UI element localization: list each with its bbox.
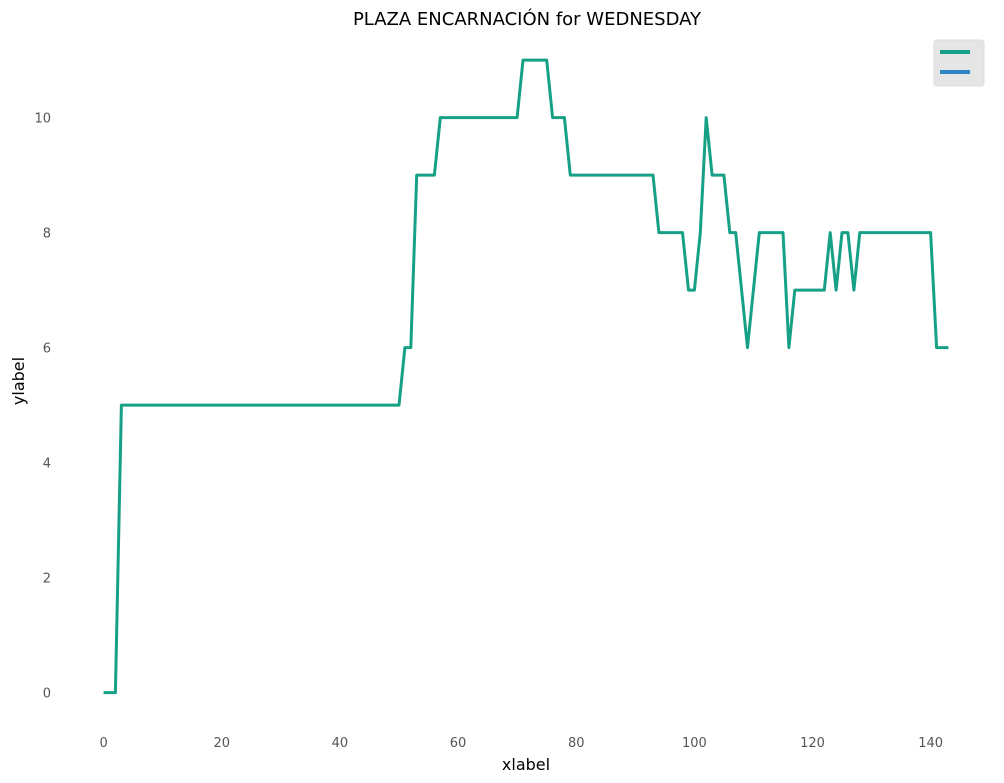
series-line-1 xyxy=(103,58,949,695)
legend xyxy=(933,39,985,87)
y-axis-ticks: 0 2 4 6 8 10 xyxy=(34,112,51,702)
x-axis-label: xlabel xyxy=(502,755,550,774)
y-tick-label: 8 xyxy=(43,227,51,242)
x-tick-label: 120 xyxy=(800,736,825,751)
y-tick-label: 0 xyxy=(43,687,51,702)
legend-box xyxy=(933,39,985,87)
x-tick-label: 140 xyxy=(918,736,943,751)
x-axis-ticks: 0 20 40 60 80 100 120 140 xyxy=(99,736,943,751)
x-tick-label: 20 xyxy=(214,736,231,751)
x-tick-label: 0 xyxy=(99,736,107,751)
x-tick-label: 40 xyxy=(332,736,349,751)
y-axis-label: ylabel xyxy=(9,357,28,405)
y-tick-label: 6 xyxy=(43,342,51,357)
y-tick-label: 2 xyxy=(43,572,51,587)
plot-lines xyxy=(103,58,949,695)
x-tick-label: 60 xyxy=(450,736,467,751)
x-tick-label: 80 xyxy=(568,736,585,751)
y-tick-label: 10 xyxy=(34,112,51,127)
chart-title: PLAZA ENCARNACIÓN for WEDNESDAY xyxy=(353,8,702,30)
y-tick-label: 4 xyxy=(43,457,51,472)
x-tick-label: 100 xyxy=(682,736,707,751)
